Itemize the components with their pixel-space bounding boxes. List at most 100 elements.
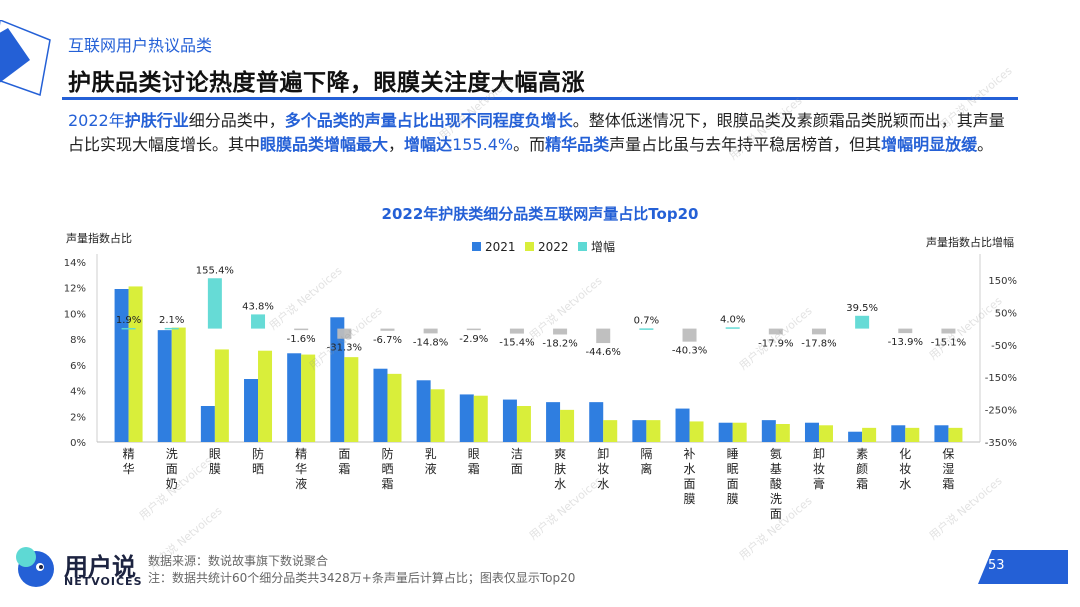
category-label: 面 [684, 477, 696, 491]
category-label: 霜 [381, 477, 393, 491]
category-label: 乳 [425, 447, 437, 461]
category-label: 水 [554, 477, 566, 491]
bar-growth [294, 328, 309, 331]
growth-data-label: -18.2% [542, 338, 577, 349]
y2-tick-label: -350% [985, 438, 1017, 449]
bar-2022 [258, 350, 273, 442]
bar-growth [164, 327, 179, 330]
bar-2022 [603, 420, 618, 442]
growth-data-label: -31.3% [327, 343, 362, 354]
bar-2021 [200, 406, 215, 442]
bar-2022 [344, 357, 359, 442]
intro-highlight-growth: 增幅达 [404, 135, 453, 154]
bar-growth [811, 328, 826, 335]
category-label: 霜 [856, 477, 868, 491]
title-divider [62, 97, 1018, 100]
bar-2021 [891, 425, 906, 442]
bar-2021 [416, 380, 431, 442]
growth-data-label: -15.1% [931, 337, 966, 348]
category-label: 眼 [468, 447, 480, 461]
category-label: 化 [899, 447, 911, 461]
category-label: 膜 [684, 492, 696, 506]
bar-growth [596, 328, 611, 344]
category-label: 面 [166, 462, 178, 476]
category-label: 爽 [554, 447, 566, 461]
bar-2021 [675, 408, 690, 442]
category-label: 基 [770, 462, 782, 476]
chart-legend: 2021 2022 增幅 [472, 239, 615, 254]
legend-swatch [472, 242, 481, 251]
category-label: 酸 [770, 476, 782, 491]
legend-label: 2022 [538, 240, 569, 254]
bar-2021 [589, 402, 604, 442]
category-label: 卸 [597, 446, 609, 461]
y2-axis-label: 声量指数占比增幅 [926, 235, 1014, 249]
page-badge [978, 550, 1068, 584]
category-label: 离 [640, 461, 652, 476]
category-label: 面 [770, 507, 782, 520]
bar-2021 [848, 431, 863, 442]
intro-highlight-slowdown: 增幅明显放缓 [881, 135, 978, 154]
bar-2022 [948, 427, 963, 442]
bar-growth [251, 314, 266, 329]
category-label: 膜 [209, 462, 221, 476]
bar-2021 [287, 353, 302, 442]
category-label: 面 [511, 462, 523, 476]
legend-label: 2021 [485, 240, 516, 254]
category-label: 液 [425, 461, 437, 476]
bar-growth [509, 328, 524, 334]
category-label: 洗 [770, 492, 782, 506]
category-label: 水 [899, 477, 911, 491]
logo-subtext: NETVOICES [64, 575, 143, 588]
chart-area: 2022年护肤类细分品类互联网声量占比Top20 声量指数占比 声量指数占比增幅… [0, 200, 1080, 536]
category-label: 洁 [511, 447, 523, 461]
growth-data-label: -15.4% [499, 338, 534, 349]
bar-2022 [301, 354, 316, 442]
chart-title: 2022年护肤类细分品类互联网声量占比Top20 [382, 205, 699, 223]
bar-2021 [330, 317, 345, 442]
corner-decoration [0, 20, 51, 97]
bar-chart: 2022年护肤类细分品类互联网声量占比Top20 声量指数占比 声量指数占比增幅… [64, 205, 1017, 536]
bar-2022 [862, 427, 877, 442]
intro-highlight-essence: 精华品类 [545, 135, 610, 154]
category-label: 液 [295, 476, 307, 491]
growth-data-label: 155.4% [196, 265, 234, 276]
growth-data-label: -2.9% [459, 334, 488, 345]
intro-highlight-industry: 护肤行业 [124, 111, 189, 130]
intro-highlight-negative: 多个品类的声量占比出现不同程度负增长 [284, 111, 573, 130]
growth-data-label: -17.9% [758, 338, 793, 349]
bar-growth [553, 328, 568, 335]
bar-2022 [171, 327, 186, 442]
category-label: 精 [123, 447, 135, 461]
bar-2021 [546, 402, 561, 442]
bar-2022 [732, 422, 747, 442]
bar-2021 [502, 399, 517, 442]
growth-data-label: 43.8% [242, 301, 274, 312]
bar-growth [639, 328, 654, 330]
data-note: 注：数据共统计60个细分品类共3428万+条声量后计算占比；图表仅显示Top20 [148, 571, 576, 585]
category-label: 精 [295, 447, 307, 461]
bar-growth [855, 315, 870, 329]
bar-2022 [516, 406, 531, 442]
bar-2021 [114, 289, 129, 442]
category-label: 妆 [899, 462, 911, 476]
y2-tick-label: 50% [995, 308, 1017, 319]
y2-tick-label: 150% [988, 276, 1017, 287]
category-label: 卸 [813, 446, 825, 461]
category-label: 颜 [856, 461, 868, 476]
y-tick-label: 10% [64, 309, 86, 320]
bar-2022 [818, 425, 833, 442]
legend-swatch [578, 242, 587, 251]
category-label: 隔 [640, 447, 652, 461]
category-label: 妆 [597, 462, 609, 476]
intro-text: 声量占比虽与去年持平稳居榜首，但其 [609, 135, 882, 154]
bar-2022 [560, 409, 575, 442]
category-label: 晒 [381, 462, 393, 476]
bar-2021 [244, 379, 259, 442]
bar-growth [682, 328, 697, 342]
intro-highlight-eyemask: 眼膜品类增幅最大 [260, 135, 389, 154]
bar-2022 [473, 395, 488, 442]
category-label: 防 [381, 446, 393, 461]
y-tick-label: 12% [64, 284, 86, 295]
bar-2022 [775, 424, 790, 442]
